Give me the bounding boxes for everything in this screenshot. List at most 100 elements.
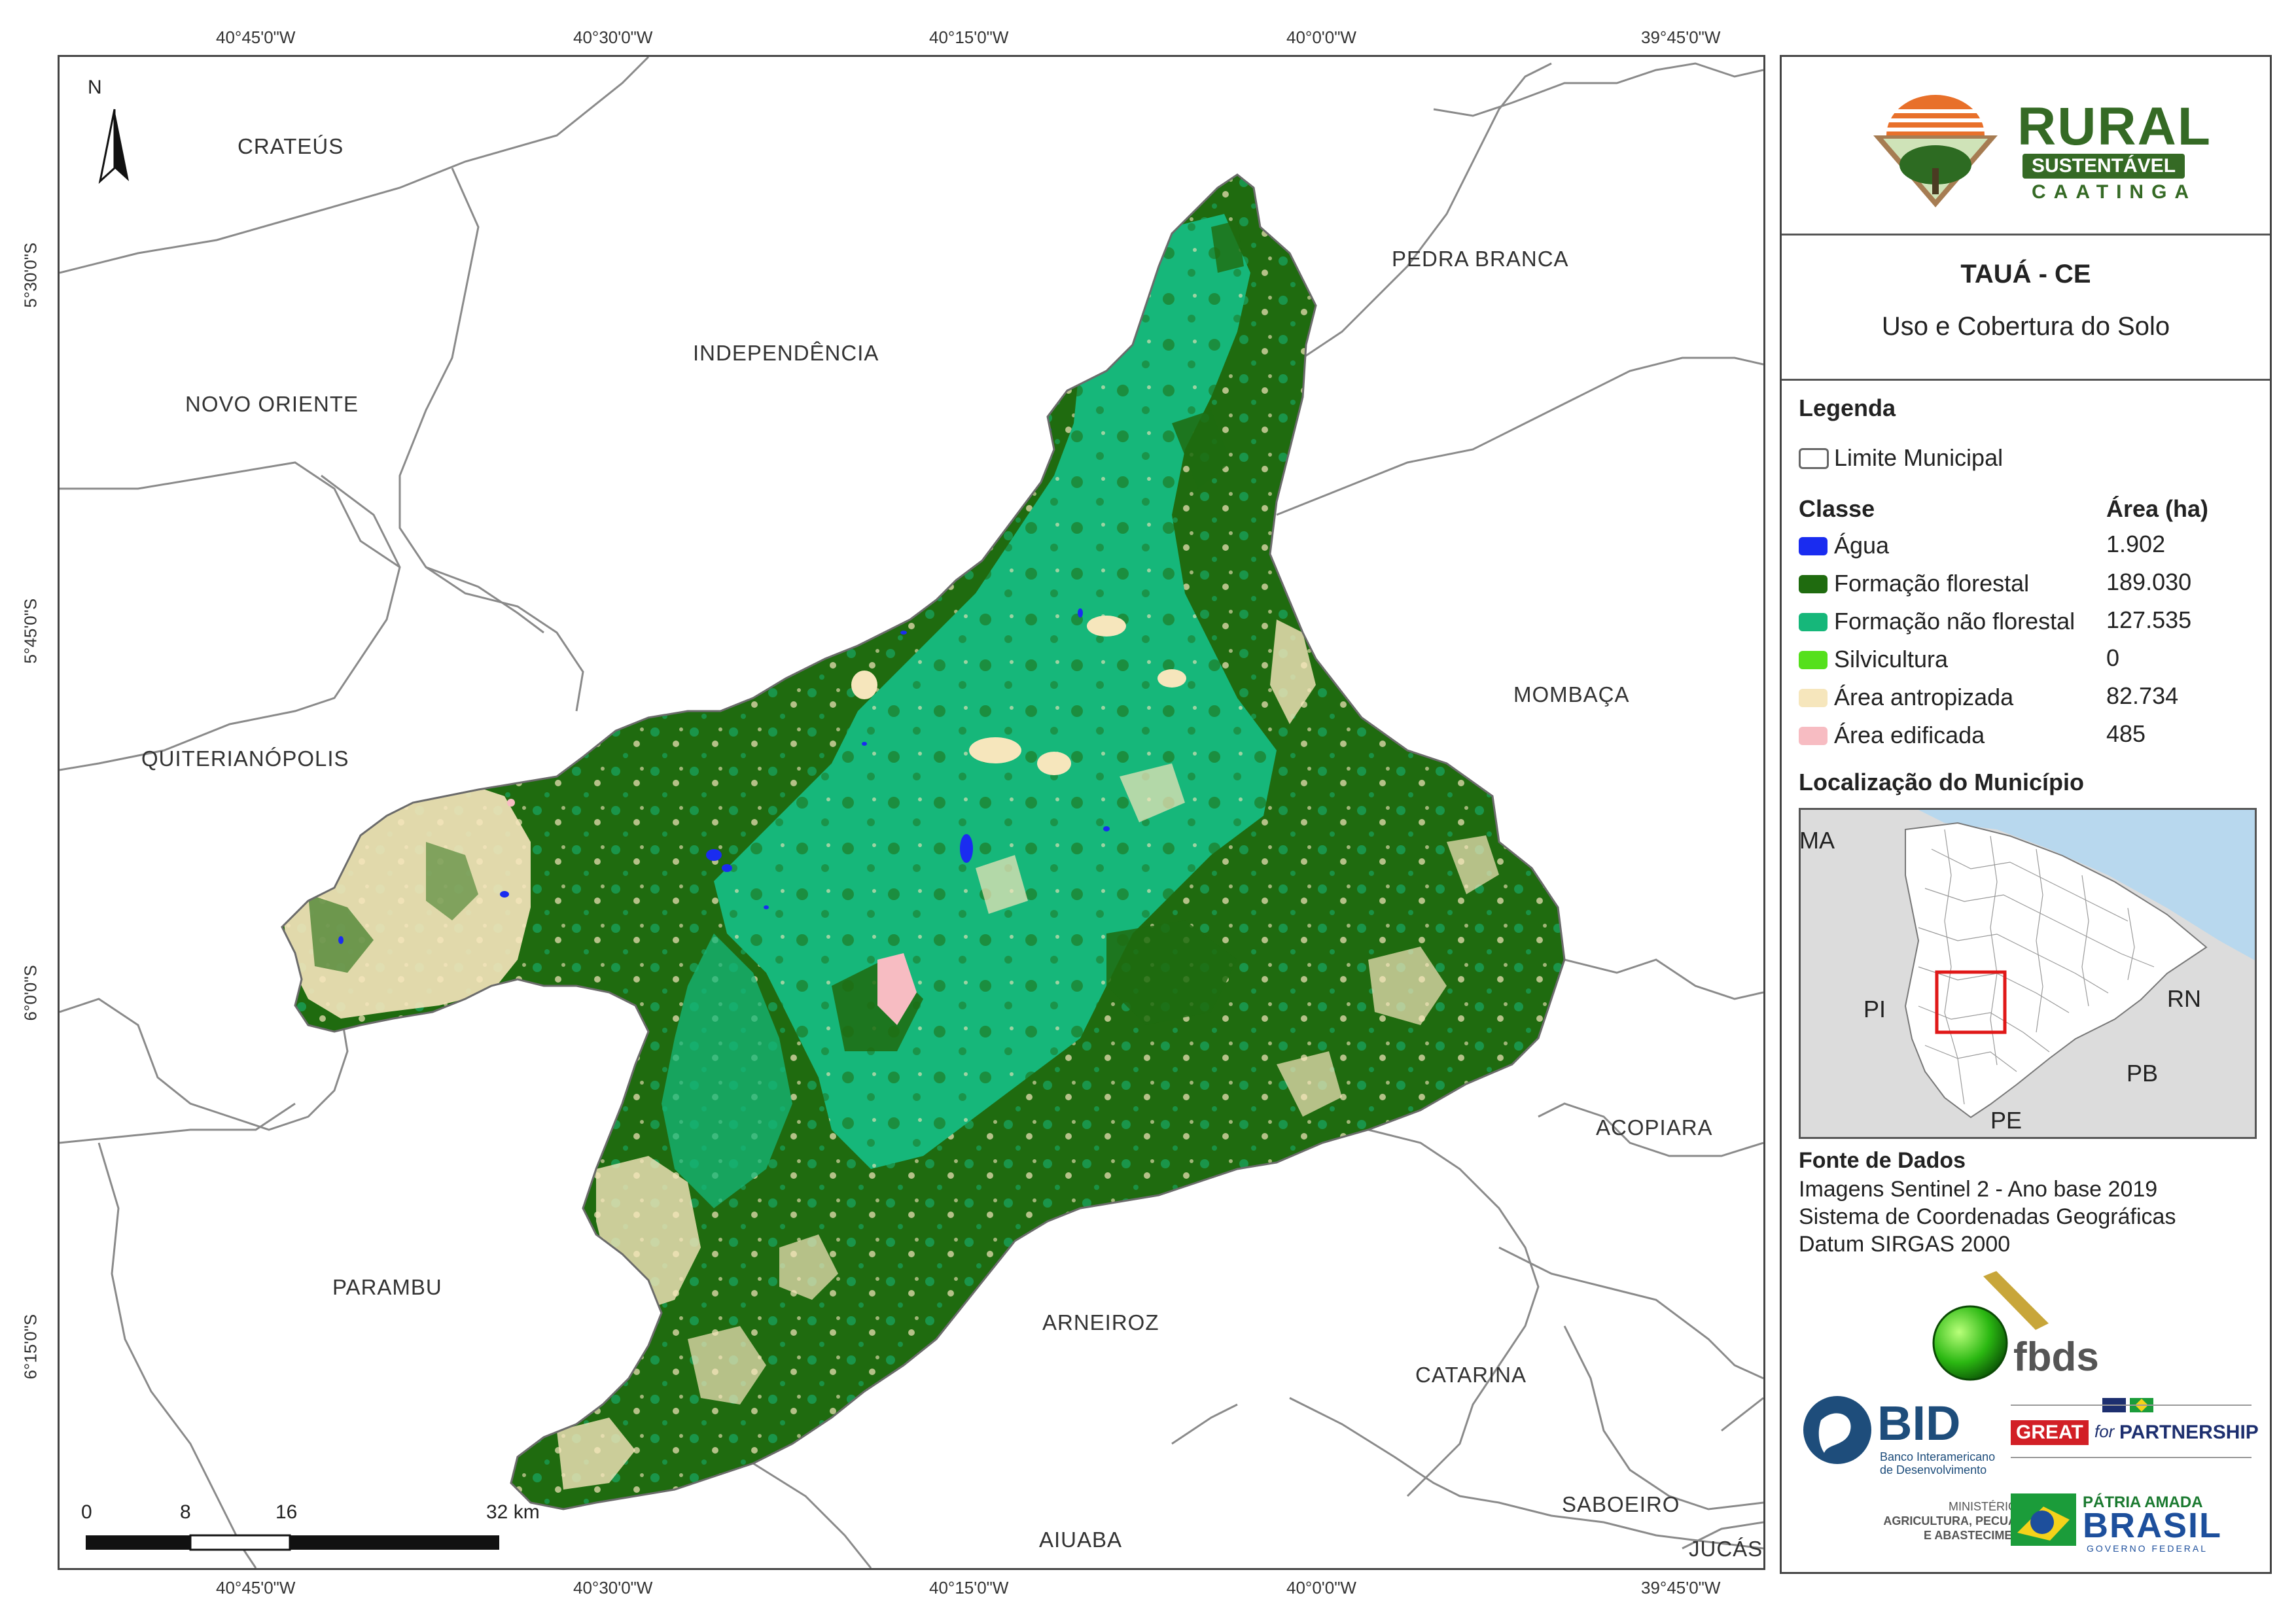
coord-bottom-4: 40°0'0"W [1286, 1578, 1356, 1597]
brasil-text: BRASIL [2083, 1506, 2222, 1545]
for-text: for [2094, 1422, 2115, 1441]
ministerio-line-3: E ABASTECIMENTO [1923, 1529, 2037, 1542]
coord-bottom-5: 39°45'0"W [1641, 1578, 1721, 1597]
coord-bottom-1: 40°45'0"W [216, 1578, 296, 1597]
side-panel: RURAL SUSTENTÁVEL CAATINGA TAUÁ - CE Uso… [1780, 55, 2272, 1574]
rural-sustentavel-logo: RURAL SUSTENTÁVEL CAATINGA [1860, 90, 2210, 220]
legend-swatch [1799, 651, 1828, 669]
inset-label-pi: PI [1863, 996, 1886, 1022]
logo-sustentavel-badge: SUSTENTÁVEL [2022, 154, 2185, 179]
brasil-emblem-icon [2011, 1493, 2076, 1546]
bid-logo: BID Banco Interamericano de Desenvolvime… [1801, 1394, 2011, 1479]
legend-class-name: Formação não florestal [1834, 608, 2075, 635]
label-arneiroz: ARNEIROZ [1042, 1310, 1159, 1335]
source-line-1: Imagens Sentinel 2 - Ano base 2019 [1799, 1177, 2158, 1202]
legend-item-agua: Água 1.902 [1799, 531, 2257, 563]
map-subtitle: Uso e Cobertura do Solo [1881, 312, 2170, 341]
ministerio-line-2: AGRICULTURA, PECUÁRIA [1883, 1514, 2037, 1527]
municipal-boundaries [60, 57, 1763, 1568]
bid-subtitle-1: Banco Interamericano [1880, 1450, 1996, 1463]
label-crateus: CRATEÚS [238, 134, 344, 158]
coord-bottom-2: 40°30'0"W [573, 1578, 653, 1597]
bid-subtitle-2: de Desenvolvimento [1880, 1463, 1987, 1476]
bid-text: BID [1877, 1396, 1961, 1450]
legend-class-name: Silvicultura [1834, 646, 1949, 672]
legend-swatch [1799, 727, 1828, 745]
legend-item-formacao-nao-florestal: Formação não florestal 127.535 [1799, 606, 2257, 639]
map-title: TAUÁ - CE [1960, 260, 2091, 288]
coord-left-2: 5°45'0"S [20, 598, 41, 664]
legend-class-name: Água [1834, 532, 1890, 559]
scale-label-0: 0 [81, 1501, 92, 1523]
coord-left-4: 6°15'0"S [20, 1314, 41, 1380]
class-header: Classe [1799, 495, 1875, 522]
map-canvas [60, 57, 1763, 1568]
legend-swatch [1799, 689, 1828, 707]
label-acopiara: ACOPIARA [1596, 1115, 1713, 1140]
great-text: GREAT [2011, 1420, 2089, 1445]
label-catarina: CATARINA [1415, 1363, 1527, 1387]
scale-label-32: 32 km [486, 1501, 540, 1523]
north-label: N [88, 77, 102, 98]
logo-caatinga-text: CAATINGA [2032, 181, 2197, 203]
legend-item-silvicultura: Silvicultura 0 [1799, 644, 2257, 677]
logo-rural-text: RURAL [2017, 97, 2212, 156]
inset-label-rn: RN [2167, 985, 2201, 1012]
governo-federal-text: GOVERNO FEDERAL [2087, 1543, 2208, 1554]
coord-top-2: 40°30'0"W [573, 27, 653, 47]
ministerio-logo: MINISTÉRIO DA AGRICULTURA, PECUÁRIA E AB… [1821, 1496, 2037, 1555]
inset-label-pb: PB [2127, 1060, 2159, 1087]
legend-class-area: 127.535 [2106, 606, 2192, 633]
legend-heading: Legenda [1799, 394, 1896, 421]
legend-swatch [1799, 537, 1828, 555]
fbds-emblem-icon [1932, 1271, 2049, 1381]
source-line-2: Sistema de Coordenadas Geográficas [1799, 1204, 2176, 1229]
boundary-swatch [1799, 448, 1829, 469]
legend-class-area: 0 [2106, 644, 2120, 671]
boundary-label: Limite Municipal [1834, 444, 2004, 471]
coord-top-4: 40°0'0"W [1286, 27, 1356, 47]
coord-top-1: 40°45'0"W [216, 27, 296, 47]
legend-class-area: 1.902 [2106, 531, 2166, 557]
label-pedra-branca: PEDRA BRANCA [1392, 247, 1569, 271]
partnership-text: PARTNERSHIP [2119, 1422, 2259, 1443]
coord-top-5: 39°45'0"W [1641, 27, 1721, 47]
coord-top-3: 40°15'0"W [929, 27, 1009, 47]
caatinga-emblem-icon [1873, 95, 1998, 207]
legend-item-area-edificada: Área edificada 485 [1799, 720, 2257, 753]
scale-bar [86, 1534, 499, 1551]
label-quiterianopolis: QUITERIANÓPOLIS [141, 746, 349, 771]
label-saboeiro: SABOEIRO [1562, 1492, 1680, 1516]
fbds-logo: fbds [1931, 1271, 2127, 1389]
legend-boundary: Limite Municipal [1799, 443, 2257, 476]
bid-emblem-icon [1803, 1396, 1871, 1464]
patria-amada-text: PÁTRIA AMADA [2083, 1493, 2203, 1511]
label-aiuaba: AIUABA [1039, 1527, 1123, 1552]
label-parambu: PARAMBU [332, 1275, 442, 1299]
scale-label-8: 8 [180, 1501, 191, 1523]
area-header: Área (ha) [2106, 495, 2209, 522]
label-independencia: INDEPENDÊNCIA [693, 341, 879, 365]
coord-left-1: 5°30'0"S [20, 242, 41, 308]
map-frame[interactable]: N CRATEÚS INDEPENDÊNCIA PEDRA BRANCA NOV… [58, 55, 1765, 1570]
source-line-3: Datum SIRGAS 2000 [1799, 1232, 2011, 1257]
taua-municipality[interactable] [256, 155, 1597, 1529]
brasil-logo: PÁTRIA AMADA BRASIL GOVERNO FEDERAL [2011, 1493, 2259, 1559]
legend-class-area: 189.030 [2106, 568, 2192, 595]
location-inset-map: MA PI RN PB PE [1799, 808, 2257, 1139]
location-heading: Localização do Município [1799, 769, 2085, 795]
label-jucas: JUCÁS [1689, 1537, 1763, 1561]
taua-boundary [281, 173, 1566, 1510]
coord-left-3: 6°0'0"S [20, 965, 41, 1021]
legend-class-name: Formação florestal [1834, 570, 2030, 597]
north-arrow-icon [98, 109, 129, 184]
legend-class-name: Área antropizada [1834, 684, 2014, 710]
fbds-text: fbds [2013, 1335, 2099, 1380]
label-mombaca: MOMBAÇA [1513, 682, 1630, 707]
label-novo-oriente: NOVO ORIENTE [185, 392, 359, 416]
legend-swatch [1799, 575, 1828, 593]
location-inset-canvas [1904, 810, 2255, 1119]
inset-label-ma: MA [1799, 827, 1835, 854]
panel-divider-1 [1782, 234, 2270, 236]
scale-label-16: 16 [275, 1501, 298, 1523]
